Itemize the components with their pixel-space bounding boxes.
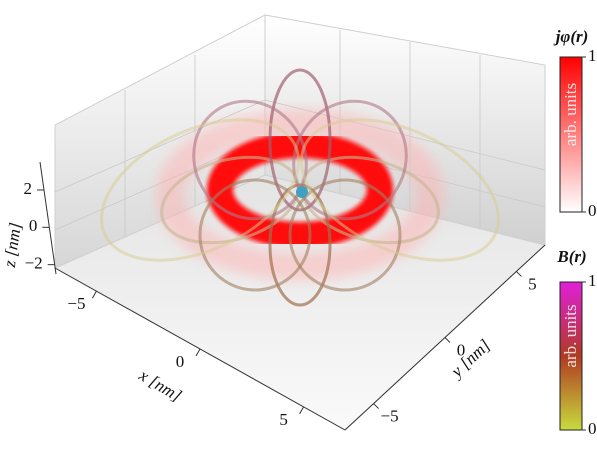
x-tick-label: 5 (279, 410, 288, 429)
field-lines (100, 68, 500, 307)
y-tick-label: 0 (457, 340, 466, 359)
y-axis-label: y [nm] (446, 336, 494, 383)
colorbar-title: jφ(r) (553, 27, 589, 46)
x-tick-label: −5 (67, 294, 85, 313)
colorbar-title: B(r) (556, 247, 586, 266)
colorbar-units: arb. units (561, 83, 580, 146)
tick-mark (373, 403, 379, 409)
colorbar-tick-label: 1 (588, 271, 597, 290)
z-tick-label: 2 (24, 179, 33, 198)
tick-mark (91, 290, 97, 299)
colorbar-tick-label: 1 (588, 46, 597, 65)
tick-mark (299, 406, 305, 415)
y-tick-label: 5 (528, 274, 537, 293)
colorbar-units: arb. units (561, 304, 580, 367)
tick-mark (195, 348, 201, 357)
x-tick-label: 0 (176, 352, 185, 371)
colorbar (559, 281, 583, 431)
colorbar-tick-label: 0 (588, 201, 597, 220)
colorbar (559, 56, 583, 213)
z-tick-label: 0 (29, 216, 38, 235)
y-tick-label: −5 (381, 406, 399, 425)
tick-mark (444, 337, 451, 343)
x-axis-label: x [nm] (135, 365, 185, 405)
z-axis-label: z [nm] (0, 221, 25, 269)
colorbar-tick-label: 0 (588, 419, 597, 438)
z-tick-label: −2 (25, 254, 43, 273)
tick-mark (516, 271, 522, 277)
